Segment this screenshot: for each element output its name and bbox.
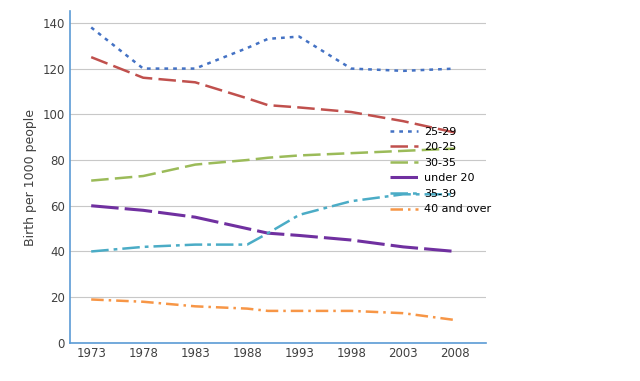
Y-axis label: Birth per 1000 people: Birth per 1000 people [24, 109, 37, 246]
Legend: 25-29, 20-25, 30-35, under 20, 35-39, 40 and over: 25-29, 20-25, 30-35, under 20, 35-39, 40… [390, 126, 492, 215]
